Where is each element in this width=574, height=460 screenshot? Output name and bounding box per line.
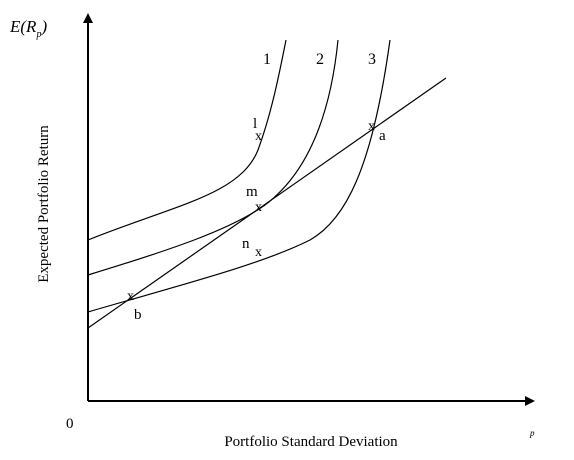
point-a-label: a (379, 128, 386, 144)
point-n-label: n (242, 236, 250, 252)
point-l-marker: x (255, 129, 262, 144)
curve-1-label: 1 (263, 51, 271, 68)
point-l-label: l (253, 116, 257, 132)
x-axis-symbol: p (529, 428, 535, 438)
indifference-curve-3 (87, 39, 391, 313)
curve-3-label: 3 (368, 51, 376, 68)
origin-label: 0 (66, 416, 74, 432)
point-b-marker: x (127, 289, 134, 304)
point-m-marker: x (255, 200, 262, 215)
point-m-label: m (246, 184, 258, 200)
y-axis-label: Expected Portfolio Return (36, 125, 52, 283)
point-n-marker: x (255, 245, 262, 260)
x-axis-label: Portfolio Standard Deviation (224, 434, 398, 450)
point-b-label: b (134, 307, 142, 323)
indifference-curve-2 (87, 39, 339, 276)
curve-2-label: 2 (316, 51, 324, 68)
y-axis-symbol: E(Rp) (9, 17, 47, 40)
capital-allocation-line (87, 77, 447, 329)
point-a-marker: x (368, 119, 375, 134)
indifference-curve-1 (87, 39, 287, 241)
